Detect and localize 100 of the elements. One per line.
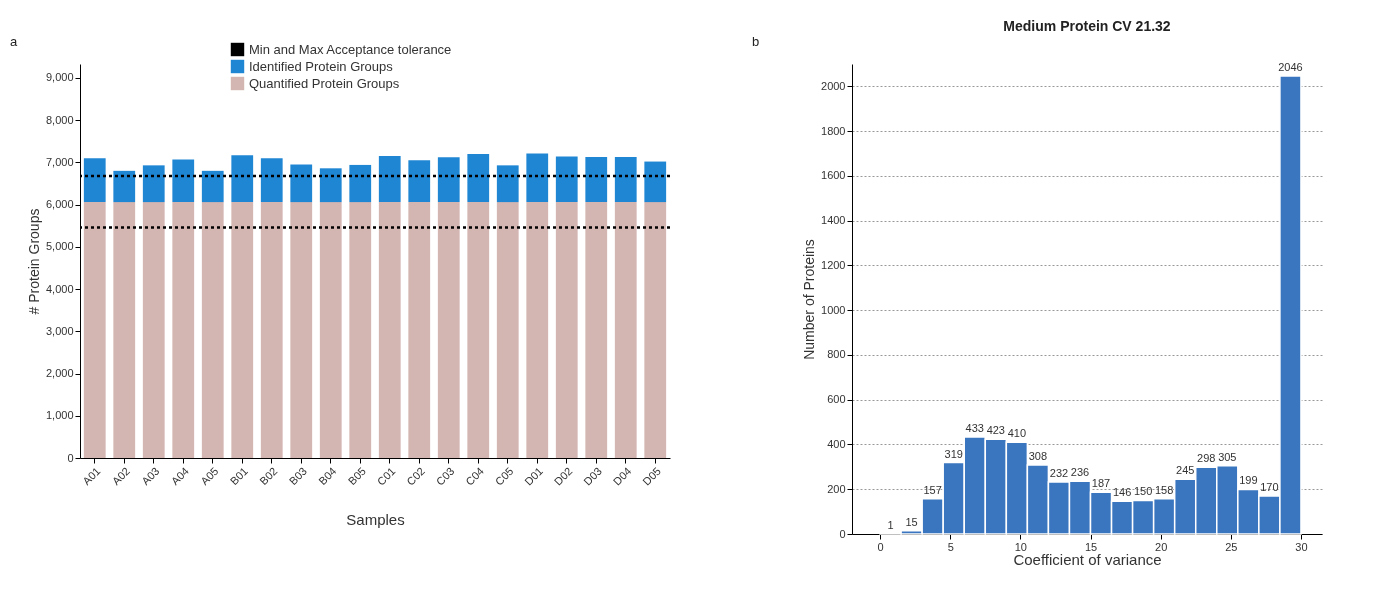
y-tick-label: 0 bbox=[67, 451, 74, 464]
data-label: 150 bbox=[1133, 485, 1153, 498]
data-label: 232 bbox=[1049, 467, 1069, 480]
x-tick-label: C01 bbox=[374, 464, 398, 488]
y-tick-label: 9,000 bbox=[45, 71, 74, 84]
bar bbox=[113, 170, 136, 203]
data-label: 245 bbox=[1176, 464, 1195, 477]
bar bbox=[201, 170, 224, 203]
bar bbox=[201, 202, 224, 458]
bar bbox=[585, 156, 608, 203]
x-tick-label: 15 bbox=[1084, 540, 1098, 553]
bar bbox=[437, 202, 460, 458]
bar bbox=[349, 164, 372, 203]
bar bbox=[113, 202, 136, 458]
x-tick-label: C02 bbox=[404, 464, 428, 488]
y-tick-label: 1000 bbox=[821, 303, 846, 316]
data-label: 319 bbox=[944, 447, 963, 460]
bar bbox=[585, 202, 608, 458]
bar bbox=[408, 202, 431, 458]
x-axis-title: Coefficient of variance bbox=[1013, 550, 1162, 568]
bar bbox=[555, 156, 578, 203]
data-label: 423 bbox=[986, 424, 1005, 437]
data-label: 199 bbox=[1239, 474, 1258, 487]
y-tick-label: 1400 bbox=[821, 214, 846, 227]
x-tick-label: 0 bbox=[877, 540, 884, 553]
y-tick-label: 1,000 bbox=[45, 409, 74, 422]
bar bbox=[349, 202, 372, 458]
bar bbox=[290, 202, 313, 458]
x-tick-label: 5 bbox=[947, 540, 954, 553]
bar bbox=[644, 161, 667, 203]
y-tick-label: 2000 bbox=[821, 79, 846, 92]
data-label: 298 bbox=[1197, 452, 1216, 465]
x-tick-label: 30 bbox=[1295, 540, 1308, 553]
x-tick-label: B05 bbox=[345, 464, 369, 488]
bar bbox=[378, 202, 401, 458]
y-tick-label: 4,000 bbox=[45, 282, 74, 295]
data-label: 433 bbox=[965, 422, 984, 435]
bar bbox=[467, 153, 490, 203]
x-tick-label: C04 bbox=[463, 464, 487, 488]
y-tick-label: 5,000 bbox=[45, 240, 74, 253]
bar bbox=[290, 164, 313, 203]
y-tick-label: 7,000 bbox=[45, 155, 74, 168]
x-tick-label: 25 bbox=[1225, 540, 1238, 553]
x-axis-title: Samples bbox=[346, 510, 405, 528]
x-tick-label: A03 bbox=[139, 464, 162, 488]
legend-label: Min and Max Acceptance tolerance bbox=[249, 41, 452, 57]
bar bbox=[172, 202, 195, 458]
bar bbox=[437, 157, 460, 203]
data-label: 170 bbox=[1260, 480, 1279, 493]
y-tick-label: 1600 bbox=[821, 169, 846, 182]
legend-label: Identified Protein Groups bbox=[249, 58, 394, 74]
data-label: 308 bbox=[1028, 450, 1048, 463]
bar bbox=[408, 160, 431, 203]
y-tick-label: 600 bbox=[827, 393, 846, 406]
y-axis-title: # Protein Groups bbox=[25, 208, 42, 315]
bar bbox=[614, 202, 637, 458]
data-label: 146 bbox=[1112, 486, 1132, 499]
data-label: 410 bbox=[1007, 427, 1027, 440]
y-tick-label: 8,000 bbox=[45, 113, 74, 126]
bar bbox=[644, 202, 667, 458]
bar bbox=[614, 156, 637, 203]
x-tick-label: 10 bbox=[1014, 540, 1027, 553]
y-tick-label: 2,000 bbox=[45, 367, 74, 380]
x-tick-label: B02 bbox=[257, 464, 280, 488]
bar bbox=[260, 202, 283, 458]
y-tick-label: 200 bbox=[827, 482, 846, 495]
x-tick-label: B03 bbox=[286, 464, 310, 488]
bar bbox=[496, 202, 519, 458]
text: b bbox=[752, 34, 760, 49]
data-label: 305 bbox=[1218, 450, 1237, 463]
x-tick-label: B01 bbox=[227, 464, 251, 488]
bar bbox=[142, 202, 165, 458]
y-tick-label: 0 bbox=[839, 527, 846, 540]
bar bbox=[526, 153, 549, 203]
bar bbox=[231, 202, 254, 458]
bar bbox=[83, 202, 106, 458]
data-label: 2046 bbox=[1278, 61, 1303, 74]
bar bbox=[555, 202, 578, 458]
bar bbox=[378, 156, 401, 203]
data-label: 1 bbox=[887, 518, 894, 531]
bar bbox=[319, 168, 342, 203]
y-tick-label: 3,000 bbox=[45, 324, 74, 337]
data-label: 157 bbox=[923, 483, 942, 496]
y-tick-label: 1800 bbox=[821, 124, 846, 137]
bar bbox=[172, 159, 195, 203]
x-tick-label: D01 bbox=[522, 464, 546, 488]
y-tick-label: 1200 bbox=[821, 258, 846, 271]
y-tick-label: 400 bbox=[827, 437, 846, 450]
x-tick-label: D02 bbox=[551, 464, 575, 488]
x-tick-label: B04 bbox=[316, 464, 339, 488]
y-tick-label: 6,000 bbox=[45, 198, 74, 211]
data-label: 158 bbox=[1154, 483, 1174, 496]
bar bbox=[142, 165, 165, 203]
bar bbox=[467, 202, 490, 458]
bar bbox=[526, 202, 549, 458]
legend-label: Quantified Protein Groups bbox=[249, 75, 400, 91]
x-tick-label: A01 bbox=[80, 464, 103, 488]
y-tick-label: 800 bbox=[827, 348, 846, 361]
bar bbox=[260, 158, 283, 203]
bar bbox=[319, 202, 342, 458]
